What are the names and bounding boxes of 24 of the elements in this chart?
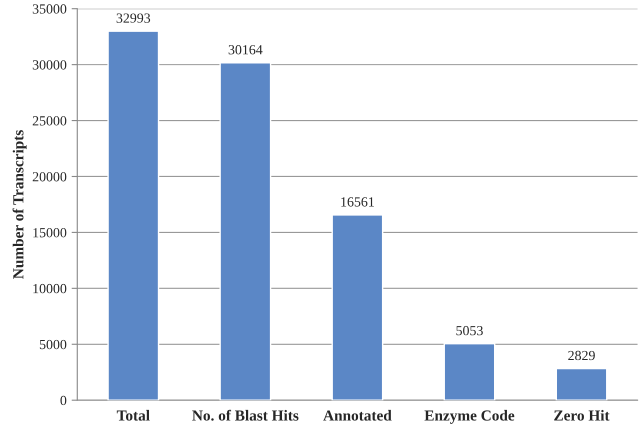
x-tick-label: Enzyme Code	[424, 410, 514, 424]
x-tick-label: Annotated	[323, 410, 392, 421]
data-label: 32993	[116, 13, 150, 23]
y-tick-label: 5000	[40, 340, 66, 350]
bar	[444, 342, 496, 400]
y-axis-title: Number of Transcripts	[12, 130, 27, 279]
y-tick-label: 35000	[32, 4, 66, 14]
y-tick-label: 0	[60, 396, 66, 406]
x-tick-label: Total	[116, 410, 150, 421]
data-label: 5053	[456, 326, 483, 336]
bar	[219, 62, 272, 400]
y-tick-label: 25000	[32, 116, 66, 126]
bar	[107, 30, 160, 400]
bar	[556, 368, 608, 400]
x-tick-label: No. of Blast Hits	[192, 410, 298, 421]
data-label: 30164	[228, 45, 263, 54]
y-tick-label: 30000	[32, 60, 66, 70]
data-label: 2829	[568, 350, 595, 360]
x-tick-label: Zero Hit	[554, 410, 610, 421]
y-tick-label: 15000	[33, 228, 66, 238]
y-tick-label: 10000	[33, 284, 66, 294]
y-tick-label: 20000	[32, 172, 66, 182]
bar	[332, 214, 384, 400]
data-label: 16561	[341, 197, 374, 207]
